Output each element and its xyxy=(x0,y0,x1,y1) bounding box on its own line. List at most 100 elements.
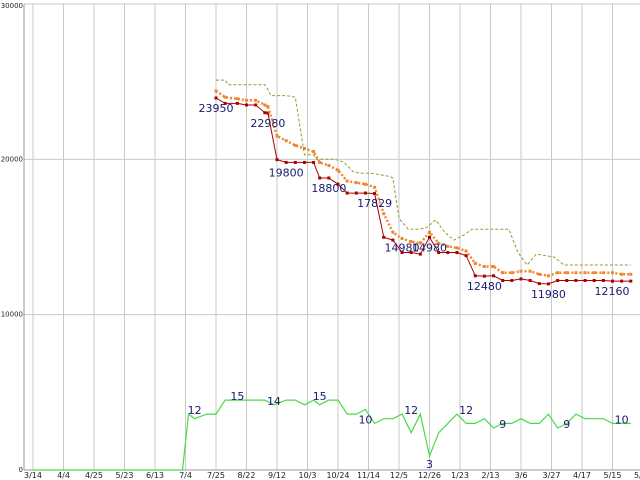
avg-price-point xyxy=(620,272,624,276)
x-tick-label: 7/25 xyxy=(207,471,225,480)
avg-price-point xyxy=(336,168,340,172)
avg-price-point xyxy=(574,271,578,275)
y-tick-label: 0 xyxy=(19,466,23,474)
min-price-point xyxy=(446,251,450,255)
avg-price-point xyxy=(565,271,569,275)
min-price-point xyxy=(418,252,422,256)
avg-price-point xyxy=(214,89,218,93)
y-tick-label: 20000 xyxy=(1,155,23,163)
avg-price-point xyxy=(592,271,596,275)
series-line-max-price xyxy=(216,79,631,266)
min-price-point xyxy=(400,251,404,255)
avg-price-point xyxy=(382,212,386,216)
min-price-point xyxy=(382,235,386,239)
avg-price-point xyxy=(266,105,270,109)
count-data-label: 12 xyxy=(404,404,418,417)
min-price-point xyxy=(284,160,288,164)
avg-price-point xyxy=(492,265,496,269)
min-price-point xyxy=(455,251,459,255)
min-price-point xyxy=(482,274,486,278)
avg-price-point xyxy=(302,146,306,150)
price-data-label: 18800 xyxy=(311,182,346,195)
count-data-label: 10 xyxy=(615,413,629,426)
min-price-point xyxy=(464,254,468,258)
avg-price-point xyxy=(428,230,431,234)
x-tick-label: 3/14 xyxy=(24,471,42,480)
min-price-point xyxy=(565,278,569,282)
price-data-label: 19800 xyxy=(269,166,304,179)
min-price-point xyxy=(254,103,258,107)
count-data-label: 3 xyxy=(426,458,433,471)
avg-price-point xyxy=(629,272,633,276)
min-price-point xyxy=(501,278,505,282)
min-price-point xyxy=(327,176,331,180)
min-price-point xyxy=(510,278,514,282)
avg-price-point xyxy=(583,271,587,275)
min-price-point xyxy=(318,176,322,180)
avg-price-point xyxy=(409,240,413,244)
x-tick-label: 4/4 xyxy=(57,471,70,480)
min-price-point xyxy=(546,282,550,286)
x-tick-label: 1/23 xyxy=(451,471,469,480)
x-tick-label: 12/26 xyxy=(418,471,441,480)
min-price-point xyxy=(583,278,587,282)
min-price-point xyxy=(601,278,605,282)
y-tick-label: 10000 xyxy=(1,311,23,319)
y-tick-label: 30000 xyxy=(1,2,23,10)
price-data-label: 11980 xyxy=(531,288,566,301)
x-tick-label: 3/27 xyxy=(543,471,561,480)
avg-price-point xyxy=(235,97,239,101)
min-price-point xyxy=(336,182,340,186)
x-tick-label: 9/12 xyxy=(268,471,286,480)
avg-price-point xyxy=(275,134,279,138)
min-price-point xyxy=(391,238,395,242)
avg-price-point xyxy=(510,271,514,275)
avg-price-point xyxy=(528,269,532,273)
min-price-point xyxy=(275,158,279,162)
avg-price-point xyxy=(293,143,297,147)
count-data-label: 9 xyxy=(563,418,570,431)
avg-price-point xyxy=(464,249,468,253)
avg-price-point xyxy=(537,272,541,276)
x-tick-label: 2/13 xyxy=(482,471,500,480)
min-price-point xyxy=(245,103,248,107)
avg-price-point xyxy=(501,271,505,275)
count-data-label: 12 xyxy=(459,404,473,417)
min-price-point xyxy=(312,160,316,164)
count-data-label: 9 xyxy=(499,418,506,431)
min-price-point xyxy=(214,96,218,100)
price-data-label: 23950 xyxy=(199,102,234,115)
avg-price-point xyxy=(455,246,459,250)
min-price-point xyxy=(302,160,306,164)
avg-price-point xyxy=(263,103,267,107)
min-price-point xyxy=(345,191,349,195)
x-tick-label: 11/14 xyxy=(357,471,380,480)
avg-price-point xyxy=(363,182,367,186)
series xyxy=(33,79,633,471)
min-price-point xyxy=(528,278,532,282)
avg-price-point xyxy=(437,241,441,245)
price-data-label: 17829 xyxy=(357,197,392,210)
min-price-point xyxy=(592,278,596,282)
x-tick-label: 3/6 xyxy=(515,471,528,480)
x-tick-label: 4/25 xyxy=(85,471,103,480)
avg-price-point xyxy=(327,164,331,168)
count-data-label: 15 xyxy=(230,390,244,403)
min-price-point xyxy=(519,277,523,281)
x-tick-label: 10/24 xyxy=(326,471,349,480)
avg-price-point xyxy=(318,160,322,164)
min-price-point xyxy=(574,278,578,282)
x-tick-label: 10/3 xyxy=(299,471,317,480)
x-tick-label: 6/13 xyxy=(146,471,164,480)
avg-price-point xyxy=(611,271,614,275)
avg-price-point xyxy=(482,265,486,269)
x-tick-label: 5/15 xyxy=(604,471,622,480)
avg-price-point xyxy=(312,150,316,154)
count-data-label: 12 xyxy=(188,404,202,417)
x-tick-label: 12/5 xyxy=(390,471,408,480)
avg-price-point xyxy=(345,179,349,183)
avg-price-point xyxy=(245,98,248,102)
